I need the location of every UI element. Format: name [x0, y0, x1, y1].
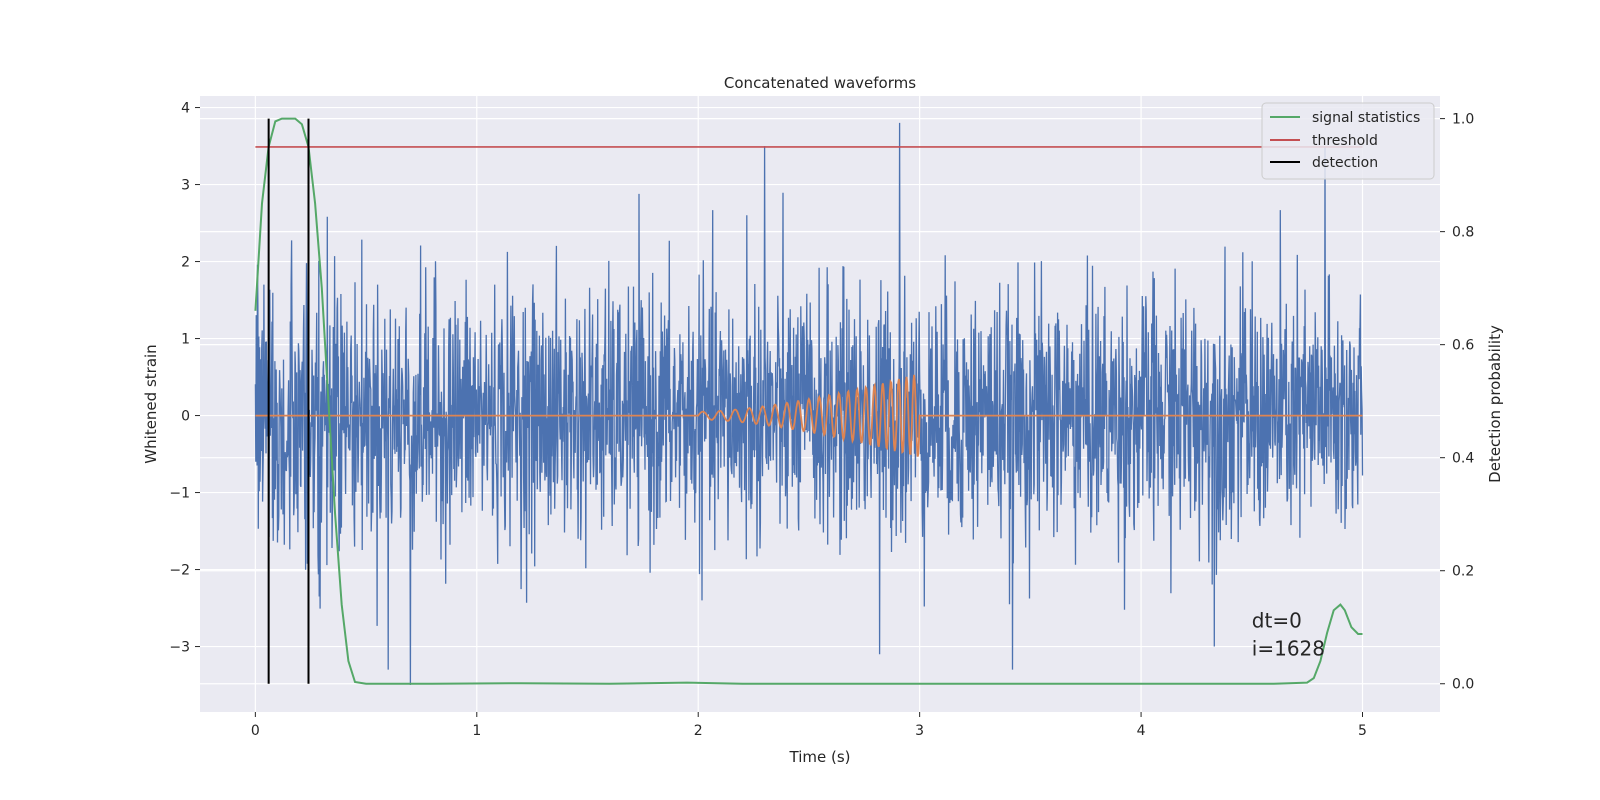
legend-label-threshold: threshold [1312, 133, 1378, 149]
x-tick-label: 1 [472, 723, 481, 739]
y-axis-label: Whitened strain [142, 344, 160, 463]
y-tick-label: −3 [169, 640, 190, 656]
x-tick-label: 3 [915, 723, 924, 739]
y-right-tick-label: 0.2 [1452, 564, 1474, 580]
legend-frame [1261, 102, 1435, 180]
axes-layer: 0 1 2 3 4 5 −3 −2 −1 0 1 2 3 4 0.0 0.2 0.4 0.6 0.8 1.0 [169, 101, 1474, 739]
y-tick-label: 1 [181, 332, 190, 348]
annotation-line-2: i=1628 [1252, 636, 1325, 660]
y-tick-label: −2 [169, 563, 190, 579]
annotation-line-1: dt=0 [1252, 608, 1302, 632]
y-tick-label: −1 [169, 486, 190, 502]
x-tick-label: 5 [1358, 723, 1367, 739]
x-tick-label: 4 [1137, 723, 1146, 739]
y-right-tick-label: 0.0 [1452, 677, 1474, 693]
series-chirp-line [255, 374, 1363, 457]
series-signal-statistics-line [254, 117, 1363, 685]
legend-label-detection: detection [1312, 155, 1378, 171]
y-tick-label: 4 [181, 101, 190, 117]
y-axis-right-label: Detection probability [1486, 325, 1504, 483]
series-noise-line [254, 122, 1364, 686]
legend: signal statistics threshold detection [1261, 102, 1435, 180]
legend-label-signal-statistics: signal statistics [1312, 110, 1420, 126]
x-tick-label: 2 [694, 723, 703, 739]
x-tick-label: 0 [251, 723, 260, 739]
chart-title: Concatenated waveforms [724, 74, 916, 92]
y-right-tick-label: 0.6 [1452, 338, 1474, 354]
y-right-tick-label: 0.4 [1452, 451, 1474, 467]
y-right-tick-label: 0.8 [1452, 225, 1474, 241]
x-axis-label: Time (s) [789, 748, 851, 766]
series-layer [254, 117, 1364, 686]
y-tick-label: 2 [181, 255, 190, 271]
y-tick-label: 0 [181, 409, 190, 425]
annotation: dt=0 i=1628 [1252, 608, 1325, 660]
y-right-tick-label: 1.0 [1452, 112, 1474, 128]
y-tick-label: 3 [181, 178, 190, 194]
